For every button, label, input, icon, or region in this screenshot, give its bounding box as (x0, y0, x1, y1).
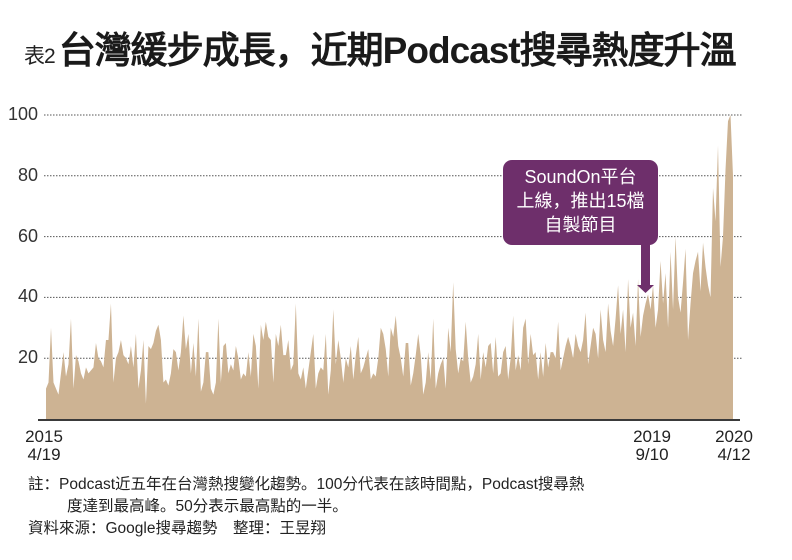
x-tick-year: 2020 (715, 427, 753, 446)
callout-line: 上線，推出15檔 (516, 191, 645, 211)
y-tick-label: 100 (7, 104, 38, 124)
title-text: 台灣緩步成長，近期Podcast搜尋熱度升溫 (58, 30, 737, 71)
source-line: 資料來源：Google搜尋趨勢 整理：王昱翔 (28, 520, 326, 537)
note-line-2: 度達到最高峰。50分表示最高點的一半。 (67, 498, 348, 515)
x-tick-year: 2019 (633, 427, 671, 446)
search-trend-area (46, 115, 733, 419)
x-tick-year: 2015 (25, 427, 63, 446)
figure-number: 表2 (24, 45, 56, 68)
soundon-callout: SoundOn平台 上線，推出15檔 自製節目 (503, 160, 658, 245)
x-tick-end: 2020 4/12 (712, 428, 756, 464)
y-tick-label: 20 (17, 347, 38, 368)
x-tick-date: 4/19 (27, 445, 61, 464)
x-tick-start: 2015 4/19 (22, 428, 66, 464)
chart-title: 表2 台灣緩步成長，近期Podcast搜尋熱度升溫 (24, 20, 737, 71)
y-tick-label: 80 (17, 164, 38, 185)
y-tick-label: 60 (17, 225, 38, 246)
callout-line: 自製節目 (544, 215, 617, 235)
y-tick-label: 40 (17, 286, 38, 307)
x-tick-date: 4/12 (717, 445, 751, 464)
callout-line: SoundOn平台 (524, 167, 637, 187)
x-tick-date: 9/10 (635, 445, 669, 464)
callout-pointer (637, 244, 654, 293)
x-tick-soundon: 2019 9/10 (630, 428, 674, 464)
footnotes: 註：Podcast近五年在台灣熱搜變化趨勢。100分代表在該時間點，Podcas… (28, 474, 584, 540)
note-line-1: 註：Podcast近五年在台灣熱搜變化趨勢。100分代表在該時間點，Podcas… (28, 476, 585, 493)
